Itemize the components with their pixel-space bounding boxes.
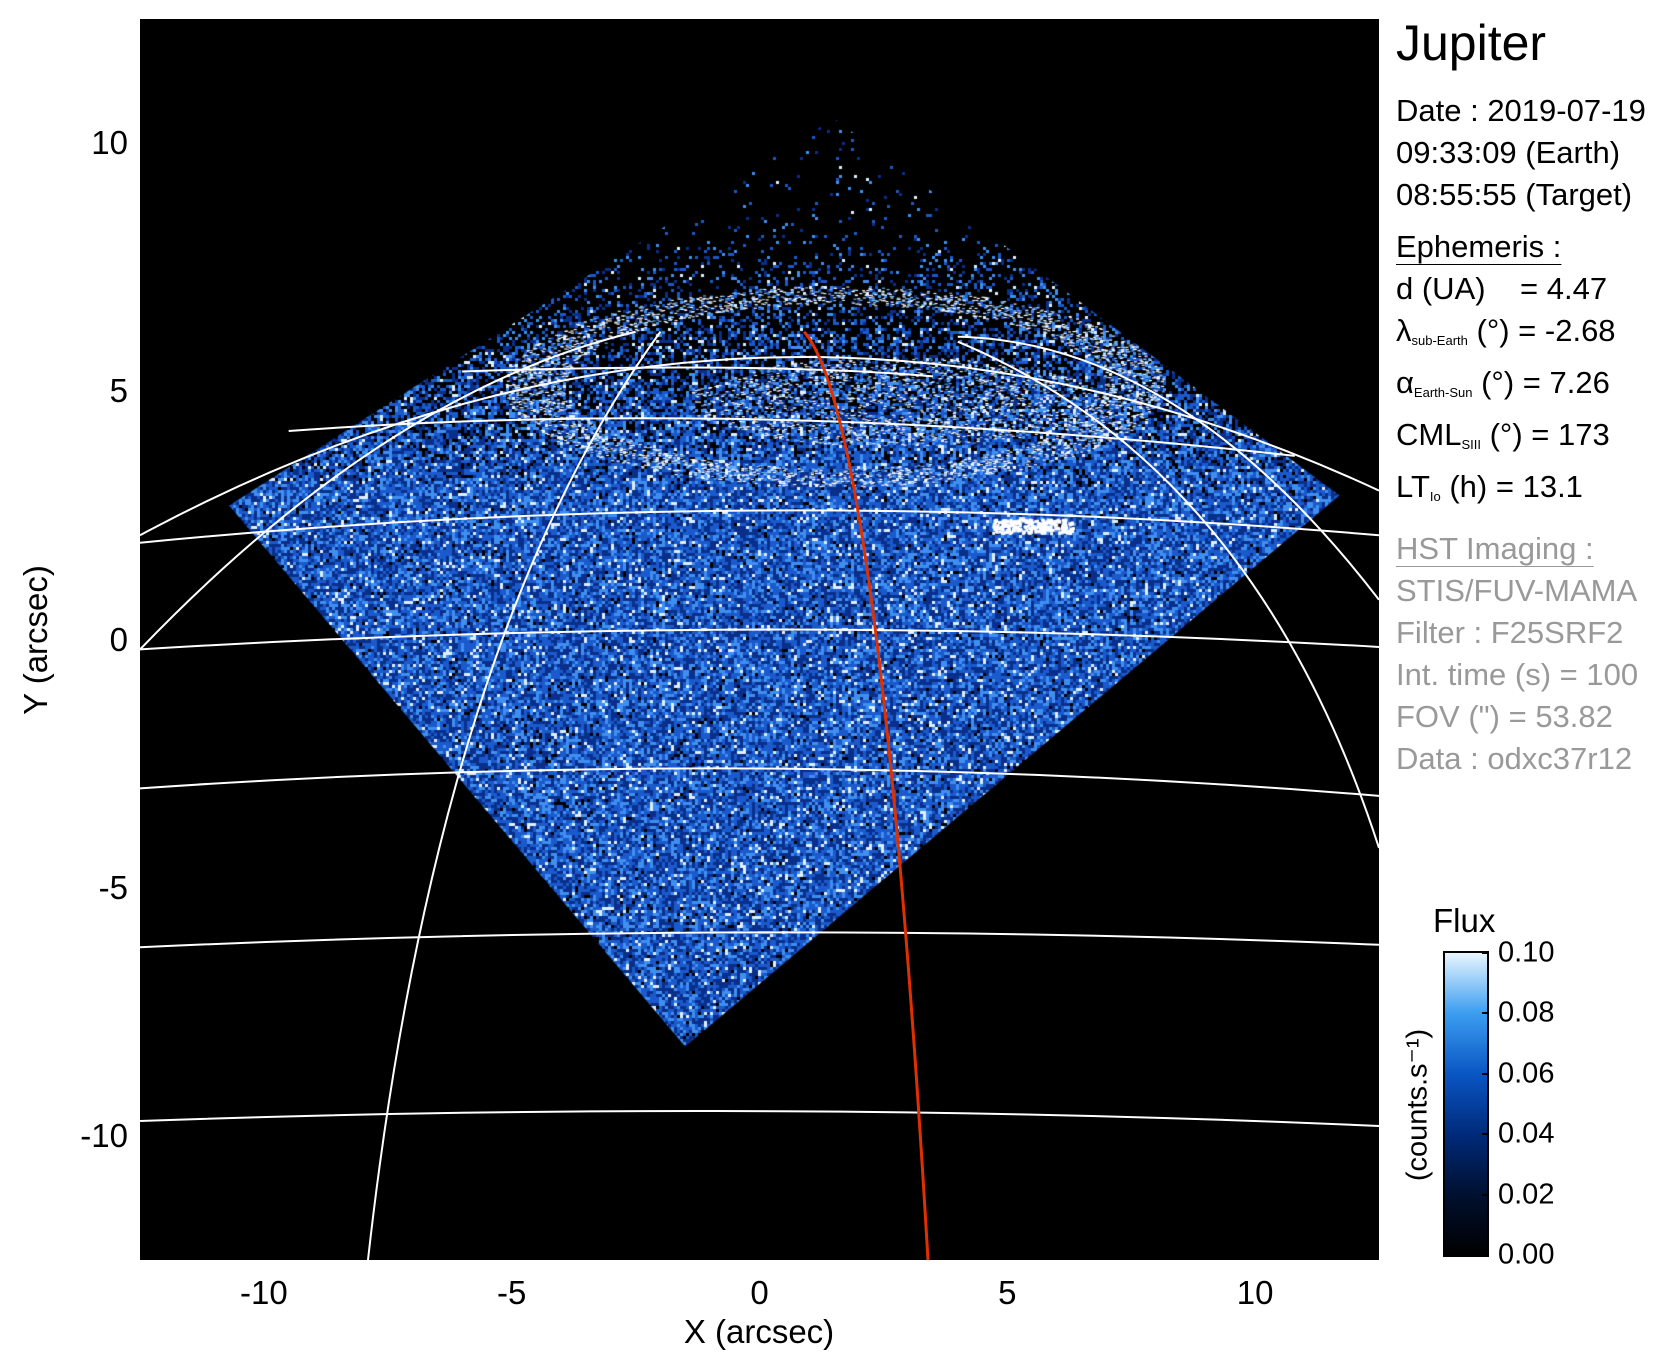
alpha-unit: (°) <box>1481 365 1515 400</box>
x-tick-label: -5 <box>497 1274 527 1311</box>
y-tick-label: 5 <box>109 372 128 410</box>
target-time: 08:55:55 (Target) <box>1396 177 1633 212</box>
colorbar-tick-mark <box>1482 1012 1489 1015</box>
colorbar-tick-mark <box>1482 1193 1489 1196</box>
latitude-line <box>140 628 1379 651</box>
cml-row: CMLSIII (°) = 173 <box>1396 414 1676 466</box>
info-panel: Jupiter Date : 2019-07-19 09:33:09 (Eart… <box>1396 14 1676 780</box>
colorbar-tick-mark <box>1482 952 1489 954</box>
cml-value: = 173 <box>1531 417 1610 452</box>
latitude-line <box>462 366 934 378</box>
chart-title: Jupiter <box>1396 15 1547 71</box>
colorbar-tick-mark <box>1482 1072 1489 1075</box>
instrument: STIS/FUV-MAMA <box>1396 573 1638 608</box>
longitude-line <box>140 330 636 651</box>
latitude-line <box>140 767 1379 797</box>
x-axis-label: X (arcsec) <box>683 1313 835 1350</box>
cml-sub: SIII <box>1461 437 1481 452</box>
colorbar-tick-label: 0.10 <box>1498 936 1555 969</box>
colorbar-title: Flux <box>1433 902 1496 939</box>
lambda-value: = -2.68 <box>1518 313 1616 348</box>
latitude-line <box>140 931 1379 949</box>
colorbar-tick-mark <box>1482 1133 1489 1136</box>
alpha-symbol: α <box>1396 365 1414 400</box>
y-tick-label: 10 <box>91 124 128 162</box>
longitude-line <box>366 331 662 1260</box>
lt-value: = 13.1 <box>1495 469 1583 504</box>
ephemeris-header: Ephemeris : <box>1396 229 1562 264</box>
date: Date : 2019-07-19 <box>1396 93 1646 128</box>
cml-unit: (°) <box>1489 417 1523 452</box>
io-footprint-line <box>802 330 930 1260</box>
alpha-value: = 7.26 <box>1522 365 1610 400</box>
latitude-line <box>140 1109 1379 1127</box>
y-tick-label: -5 <box>98 868 128 906</box>
alpha-row: αEarth-Sun (°) = 7.26 <box>1396 362 1676 414</box>
dataset-id: Data : odxc37r12 <box>1396 741 1633 776</box>
latitude-line <box>288 417 1295 457</box>
y-tick-label: -10 <box>80 1116 128 1154</box>
y-axis-label: Y (arcsec) <box>17 565 54 715</box>
image-plot-area <box>140 19 1379 1260</box>
fov: FOV (") = 53.82 <box>1396 699 1613 734</box>
x-tick-label: 10 <box>1236 1274 1274 1311</box>
distance-value: = 4.47 <box>1520 271 1608 306</box>
colorbar-unit: (counts.s⁻¹) <box>1401 1028 1434 1182</box>
lt-symbol: LT <box>1396 469 1430 504</box>
colorbar-tick-label: 0.02 <box>1498 1178 1555 1211</box>
x-tick-label: -10 <box>240 1274 288 1311</box>
alpha-sub: Earth-Sun <box>1413 385 1473 400</box>
x-tick-label: 5 <box>998 1274 1017 1311</box>
latitude-line <box>140 509 1379 544</box>
distance-row: d (UA) = 4.47 <box>1396 268 1676 310</box>
earth-time: 09:33:09 (Earth) <box>1396 135 1621 170</box>
hst-header: HST Imaging : <box>1396 531 1594 566</box>
colorbar-tick-label: 0.00 <box>1498 1238 1555 1271</box>
lt-row: LTIo (h) = 13.1 <box>1396 466 1676 518</box>
integration-time: Int. time (s) = 100 <box>1396 657 1639 692</box>
longitude-line <box>957 340 1379 849</box>
distance-label: d (UA) <box>1396 271 1486 306</box>
lt-unit: (h) <box>1449 469 1488 504</box>
filter: Filter : F25SRF2 <box>1396 615 1624 650</box>
lt-sub: Io <box>1429 489 1441 504</box>
colorbar <box>1443 951 1489 1257</box>
x-tick-label: 0 <box>750 1274 769 1311</box>
longitude-line <box>957 335 1379 601</box>
colorbar-tick-label: 0.08 <box>1498 996 1555 1029</box>
cml-symbol: CML <box>1396 417 1462 452</box>
lambda-row: λsub-Earth (°) = -2.68 <box>1396 310 1676 362</box>
lambda-symbol: λ <box>1396 313 1412 348</box>
colorbar-tick-label: 0.04 <box>1498 1117 1555 1150</box>
colorbar-tick-mark <box>1482 1254 1489 1256</box>
lambda-sub: sub-Earth <box>1411 333 1468 348</box>
lambda-unit: (°) <box>1476 313 1510 348</box>
coordinate-grid-overlay <box>140 330 1379 1260</box>
colorbar-tick-label: 0.06 <box>1498 1057 1555 1090</box>
y-tick-label: 0 <box>109 620 128 658</box>
